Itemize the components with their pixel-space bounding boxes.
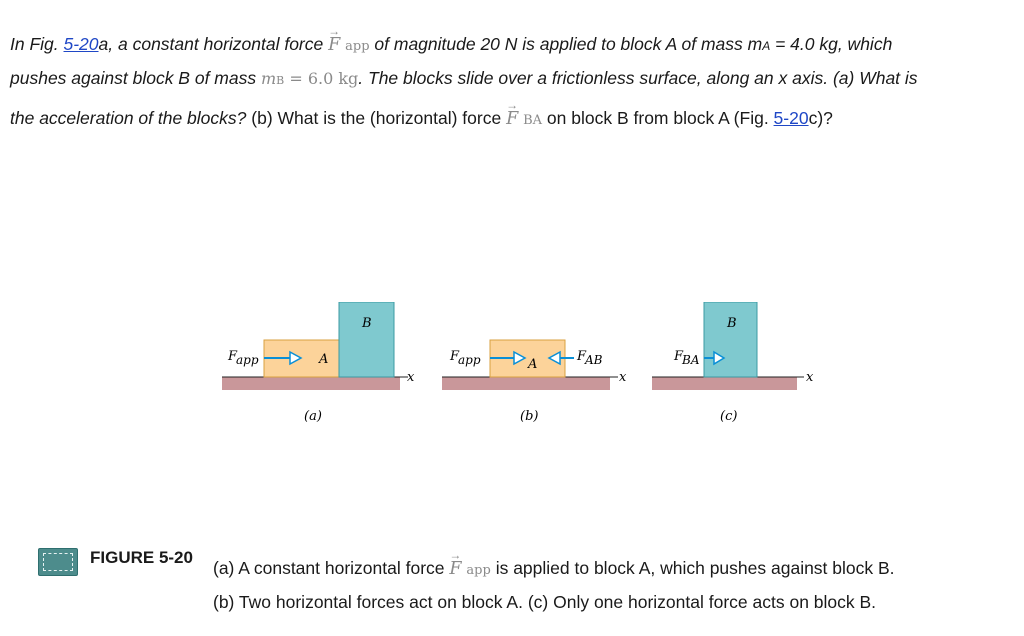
vector-F: F xyxy=(328,35,341,55)
f-ab-sub-b: AB xyxy=(584,353,603,367)
force-app-arrowhead-b xyxy=(513,350,527,366)
app-subscript: app xyxy=(466,563,491,578)
block-A-label-b: A xyxy=(527,357,537,372)
panel-c: x B F BA (c) xyxy=(652,302,814,424)
vector-arrow: → xyxy=(328,24,341,38)
problem-line-3: the acceleration of the blocks? (b) What… xyxy=(10,98,833,129)
f-app-label-b: F xyxy=(449,349,460,364)
fig-link-5-20c[interactable]: 5-20 xyxy=(773,108,809,128)
block-B-label-c: B xyxy=(726,316,737,331)
vector-arrow: → xyxy=(506,98,519,112)
text: pushes against block B of mass xyxy=(10,68,261,88)
floor-a xyxy=(222,377,400,390)
mB-value: = 6.0 kg xyxy=(284,69,359,88)
block-A-label-a: A xyxy=(318,352,328,367)
problem-line-1: In Fig. 5-20a, a constant horizontal for… xyxy=(10,24,893,55)
panel-a-label: (a) xyxy=(304,409,322,424)
f-ba-sub-c: BA xyxy=(681,353,700,367)
text: (a) A constant horizontal force xyxy=(213,558,450,578)
vector-f-app: → F xyxy=(449,548,462,579)
mA-subscript: A xyxy=(762,39,771,53)
text: . The blocks slide over a frictionless s… xyxy=(358,68,918,88)
block-B-a xyxy=(338,302,395,378)
x-axis-label-b: x xyxy=(619,370,627,385)
x-axis-label-c: x xyxy=(806,370,814,385)
vector-F: F xyxy=(506,109,519,129)
m: m xyxy=(260,69,277,88)
text: = 4.0 kg, which xyxy=(770,34,893,54)
text: a, a constant horizontal force xyxy=(98,34,329,54)
f-app-label-a: F xyxy=(227,349,238,364)
vector-f-ba: → F xyxy=(506,98,519,129)
f-ba-label-c: F xyxy=(673,349,684,364)
caption-line-1: (a) A constant horizontal force → F app i… xyxy=(213,548,895,579)
block-B-c xyxy=(703,302,758,378)
text: (b) What is the (horizontal) force xyxy=(246,108,507,128)
vector-f-app: → F xyxy=(328,24,341,55)
mB-subscript: B xyxy=(276,74,285,87)
mass-B-equation: mB = 6.0 kg xyxy=(261,69,358,88)
force-ba-arrowhead-c xyxy=(713,350,726,366)
f-ab-label-b: F xyxy=(576,349,587,364)
text: of magnitude 20 N is applied to block A … xyxy=(369,34,763,54)
caption-line-2: (b) Two horizontal forces act on block A… xyxy=(213,592,877,612)
vector-arrow: → xyxy=(449,548,462,562)
app-subscript: app xyxy=(345,39,370,54)
ba-subscript: BA xyxy=(523,113,543,128)
force-ab-arrowhead-b xyxy=(547,350,561,366)
figure-5-20: x B A F app (a) x A F app F AB (b) x B F xyxy=(222,302,814,424)
text: on block B from block A (Fig. xyxy=(542,108,774,128)
fig-link-5-20a[interactable]: 5-20 xyxy=(63,34,99,54)
f-app-sub-a: app xyxy=(236,353,259,367)
f-app-sub-b: app xyxy=(458,353,481,367)
text: c)? xyxy=(808,108,833,128)
panel-a: x B A F app (a) xyxy=(222,302,415,424)
floor-c xyxy=(652,377,797,390)
force-arrowhead-a xyxy=(289,350,303,366)
text: the acceleration of the blocks? xyxy=(10,108,247,128)
text: In Fig. xyxy=(10,34,64,54)
problem-line-2: pushes against block B of mass mB = 6.0 … xyxy=(10,68,918,89)
x-axis-label-a: x xyxy=(407,370,415,385)
floor-b xyxy=(442,377,610,390)
animation-icon-frame xyxy=(43,553,73,571)
panel-b-label: (b) xyxy=(520,409,538,424)
panel-b: x A F app F AB (b) xyxy=(442,339,627,424)
text: is applied to block A, which pushes agai… xyxy=(490,558,895,578)
figure-title: FIGURE 5-20 xyxy=(90,548,193,567)
panel-c-label: (c) xyxy=(720,409,737,424)
block-B-label-a: B xyxy=(361,316,372,331)
animation-icon[interactable] xyxy=(38,548,78,576)
vector-F: F xyxy=(449,559,462,579)
